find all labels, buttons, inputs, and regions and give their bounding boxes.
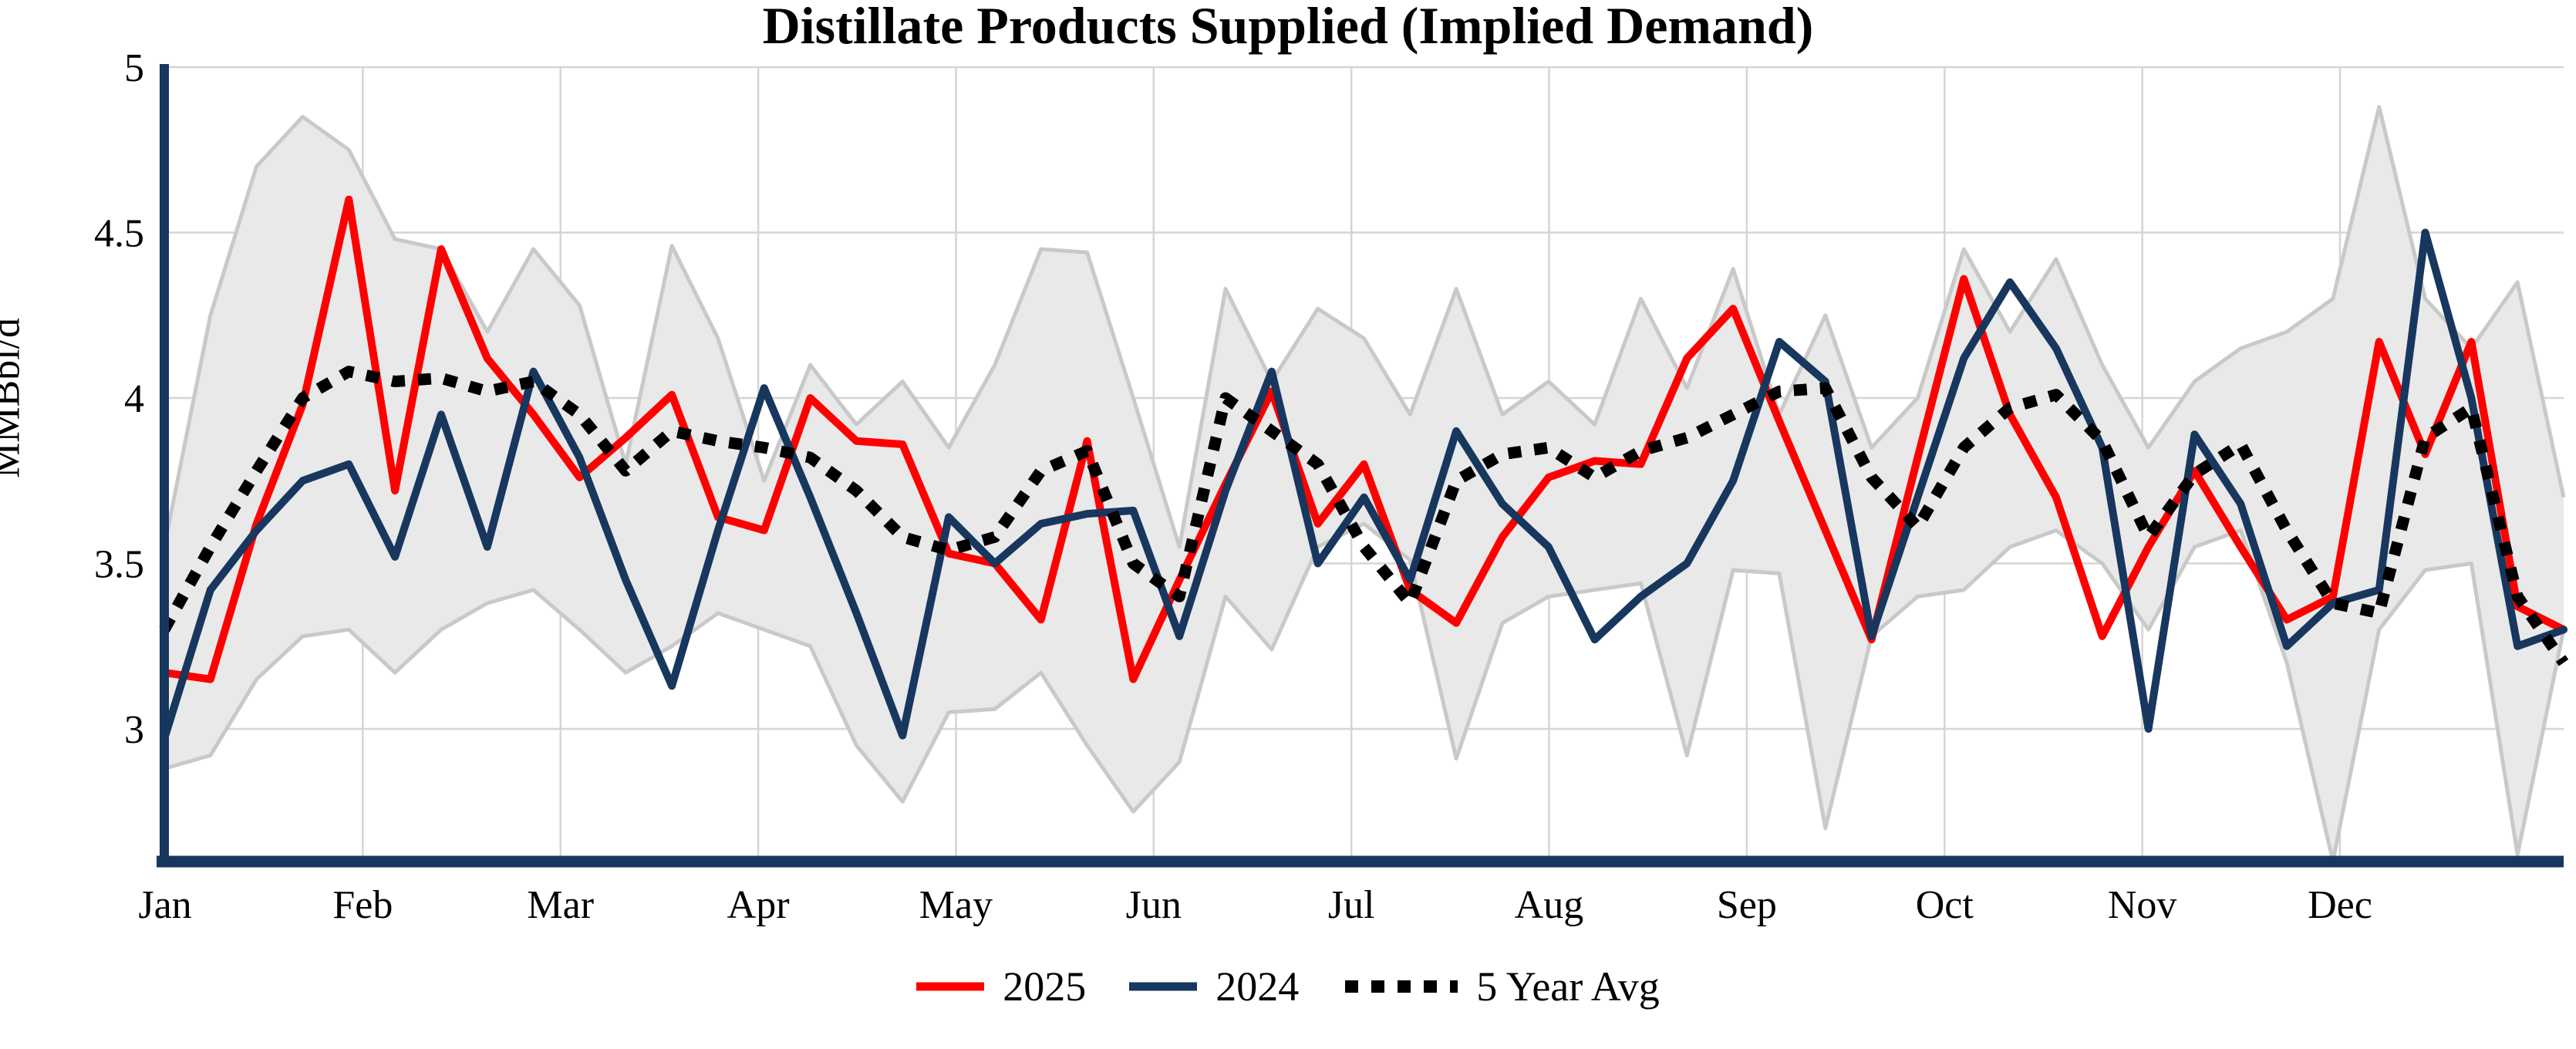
legend-item-5yr-avg: 5 Year Avg (1342, 963, 1660, 1010)
legend-label-2024: 2024 (1216, 963, 1300, 1010)
x-tick-label-May: May (919, 883, 993, 927)
x-tick-label-Sep: Sep (1717, 883, 1777, 927)
legend: 2025 2024 5 Year Avg (0, 963, 2576, 1010)
legend-label-5yr-avg: 5 Year Avg (1476, 963, 1660, 1010)
five-year-range-band (164, 106, 2564, 862)
series-line-2025 (160, 195, 2568, 683)
legend-line-2024-icon (1129, 982, 1198, 991)
legend-item-2025: 2025 (916, 963, 1086, 1010)
y-tick-label-4: 4 (124, 377, 144, 421)
y-tick-label-3.5: 3.5 (94, 543, 144, 587)
legend-line-2025-icon (916, 982, 985, 991)
band-top-edge (162, 104, 2566, 549)
chart-title: Distillate Products Supplied (Implied De… (762, 0, 1814, 55)
legend-item-2024: 2024 (1129, 963, 1299, 1010)
y-tick-label-3: 3 (124, 708, 144, 752)
x-tick-label-Mar: Mar (527, 883, 594, 927)
x-tick-label-Nov: Nov (2108, 883, 2177, 927)
y-tick-label-5: 5 (124, 46, 144, 90)
x-tick-label-Aug: Aug (1515, 883, 1584, 927)
legend-dotted-line-icon (1345, 980, 1458, 993)
x-tick-label-Oct: Oct (1916, 883, 1974, 927)
x-tick-label-Jul: Jul (1328, 883, 1375, 927)
x-tick-label-Feb: Feb (332, 883, 393, 927)
x-tick-label-Jun: Jun (1126, 883, 1182, 927)
x-tick-label-Dec: Dec (2308, 883, 2372, 927)
legend-label-2025: 2025 (1003, 963, 1087, 1010)
series-line-2024 (160, 228, 2568, 743)
band-bottom-edge (164, 521, 2566, 864)
y-tick-label-4.5: 4.5 (94, 212, 144, 256)
x-tick-label-Apr: Apr (727, 883, 790, 927)
x-tick-label-Jan: Jan (138, 883, 191, 927)
